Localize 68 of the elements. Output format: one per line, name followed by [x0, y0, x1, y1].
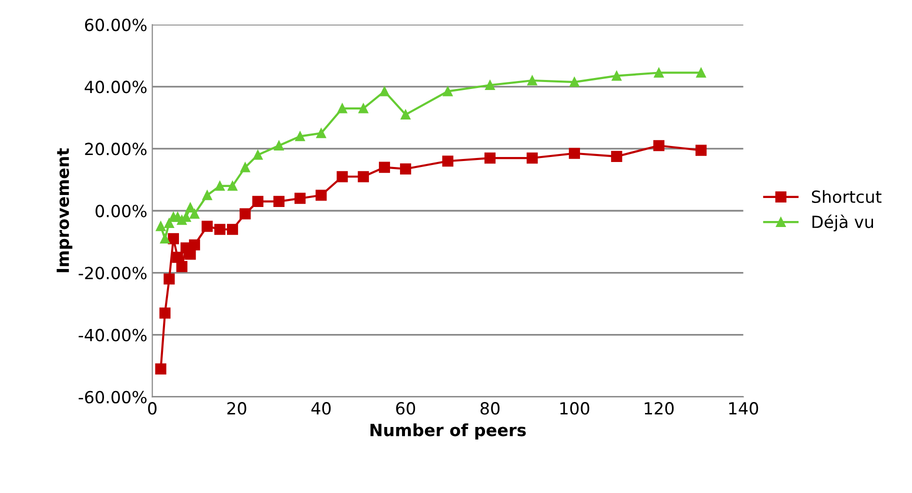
point — [316, 128, 326, 138]
point — [188, 239, 200, 250]
y-tick-label: -60.00% — [78, 390, 147, 404]
point — [527, 76, 538, 86]
point — [295, 131, 305, 142]
point — [252, 150, 263, 160]
y-tick-label: -40.00% — [78, 328, 147, 342]
point — [378, 162, 390, 173]
point — [316, 190, 327, 201]
x-tick-label: 0 — [148, 402, 156, 415]
point — [611, 150, 622, 162]
point — [400, 110, 410, 120]
point — [570, 77, 580, 87]
point — [273, 196, 284, 208]
y-tick-label: -20.00% — [78, 266, 147, 280]
point — [696, 68, 706, 78]
point — [228, 181, 238, 191]
point — [164, 273, 175, 285]
point — [654, 68, 664, 78]
point — [160, 234, 170, 244]
point — [484, 152, 496, 164]
point — [336, 171, 348, 182]
legend-label: Shortcut — [812, 190, 882, 204]
x-tick-label: 140 — [729, 402, 758, 415]
point — [168, 233, 179, 244]
point — [442, 86, 453, 96]
point — [214, 224, 226, 235]
point — [240, 162, 250, 172]
point — [274, 140, 284, 150]
point — [653, 140, 664, 152]
point — [442, 156, 454, 167]
point — [337, 104, 348, 114]
x-tick-label: 100 — [560, 402, 590, 415]
point — [485, 80, 495, 90]
point — [184, 248, 196, 260]
point — [214, 181, 225, 191]
point — [226, 224, 238, 235]
x-tick-label: 80 — [480, 402, 500, 415]
x-tick-label: 20 — [227, 402, 246, 415]
point — [358, 171, 369, 182]
legend-label: Déjà vu — [812, 214, 873, 232]
x-tick-label: 60 — [396, 402, 416, 415]
x-tick-label: 120 — [644, 402, 674, 415]
point — [400, 163, 412, 174]
y-tick-label: 40.00% — [84, 80, 147, 94]
y-tick-label: 60.00% — [85, 18, 147, 32]
point — [156, 221, 166, 232]
point — [159, 308, 171, 319]
point — [526, 152, 538, 164]
point — [380, 86, 390, 96]
y-tick-label: 0.00% — [96, 204, 147, 218]
point — [202, 220, 213, 232]
point — [185, 202, 196, 213]
point — [696, 144, 707, 156]
point — [612, 70, 622, 81]
point — [240, 208, 251, 220]
point — [190, 209, 200, 219]
point — [202, 190, 212, 200]
point — [155, 363, 166, 375]
point — [294, 192, 306, 204]
point — [358, 104, 368, 114]
point — [176, 261, 188, 272]
y-axis-title: Improvement — [56, 148, 72, 272]
y-tick-label: 20.00% — [85, 142, 147, 156]
point — [568, 148, 580, 159]
x-axis-title: Number of peers — [370, 423, 526, 440]
x-tick-label: 40 — [311, 402, 331, 415]
point — [252, 196, 264, 208]
